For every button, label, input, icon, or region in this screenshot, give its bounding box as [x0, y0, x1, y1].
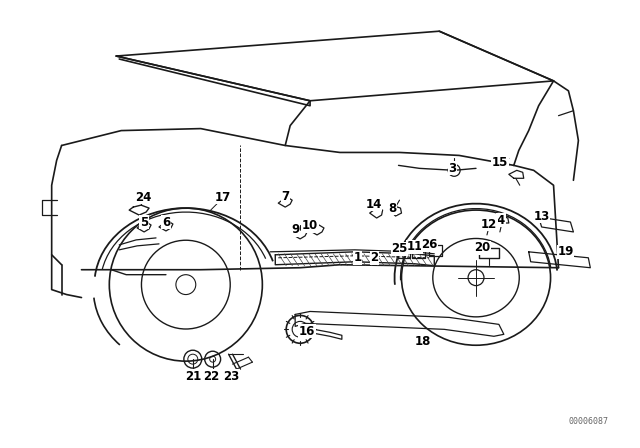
Text: 25: 25 — [391, 242, 408, 255]
Text: 12: 12 — [481, 217, 497, 231]
Text: 00006087: 00006087 — [568, 417, 609, 426]
Text: 3: 3 — [448, 162, 456, 175]
Text: 16: 16 — [299, 325, 316, 338]
Text: 1: 1 — [354, 251, 362, 264]
Text: 19: 19 — [557, 246, 573, 258]
Text: 14: 14 — [365, 198, 382, 211]
Text: 9: 9 — [291, 224, 300, 237]
Text: 7: 7 — [281, 190, 289, 202]
Text: 26: 26 — [421, 238, 438, 251]
Text: 11: 11 — [406, 241, 422, 254]
Text: 4: 4 — [497, 214, 505, 227]
Text: 5: 5 — [140, 215, 148, 228]
Text: 6: 6 — [162, 215, 170, 228]
Text: 18: 18 — [415, 335, 431, 348]
Text: 10: 10 — [302, 220, 318, 233]
Text: 23: 23 — [223, 370, 239, 383]
Text: 13: 13 — [534, 210, 550, 223]
Text: 2: 2 — [371, 251, 379, 264]
Text: 17: 17 — [214, 191, 231, 204]
Text: 24: 24 — [135, 191, 151, 204]
Text: 22: 22 — [204, 370, 220, 383]
Text: 21: 21 — [185, 370, 201, 383]
Text: 8: 8 — [388, 202, 397, 215]
Text: 15: 15 — [492, 156, 508, 169]
Text: 20: 20 — [474, 241, 490, 254]
